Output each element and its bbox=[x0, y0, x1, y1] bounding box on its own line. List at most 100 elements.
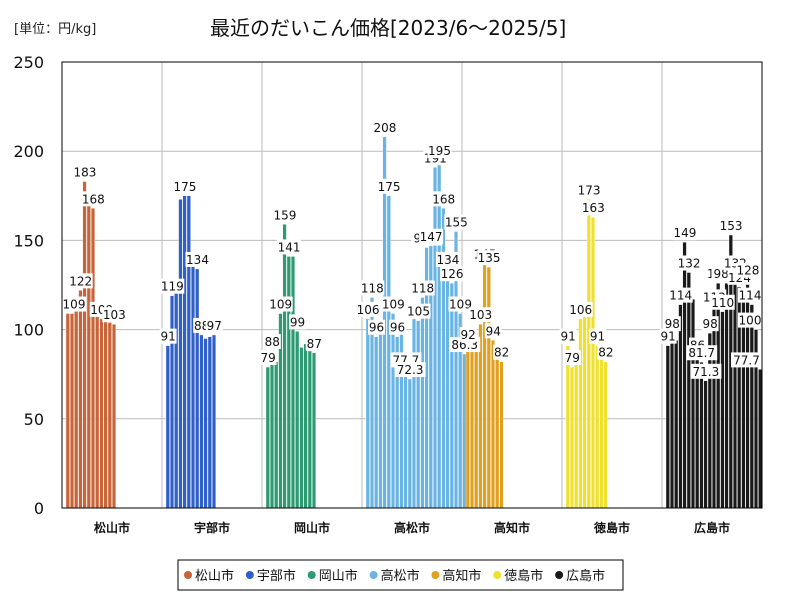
bar-宇部市-2 bbox=[174, 290, 179, 509]
data-label-bg bbox=[493, 344, 511, 360]
bar-高知市-2 bbox=[474, 340, 479, 509]
data-label-bg bbox=[377, 178, 402, 194]
data-label-bg bbox=[268, 296, 293, 312]
data-label: 114 bbox=[669, 289, 692, 303]
bar-岡山市-7 bbox=[295, 331, 300, 509]
data-label-bg bbox=[563, 350, 581, 366]
bar-岡山市-1 bbox=[270, 350, 274, 509]
data-label-bg bbox=[686, 345, 718, 361]
data-label-bg bbox=[102, 307, 127, 323]
data-label: 91 bbox=[590, 330, 605, 344]
data-label-bg bbox=[581, 200, 606, 216]
data-label: 91 bbox=[660, 330, 675, 344]
bar-松山市-7 bbox=[95, 313, 100, 509]
bar-高松市-2 bbox=[374, 336, 379, 509]
bar-高松市-16 bbox=[433, 167, 437, 509]
legend-entry: 高知市 bbox=[442, 568, 481, 584]
data-label-bg bbox=[701, 316, 719, 332]
bar-宇部市-7 bbox=[195, 268, 200, 509]
data-label: 96 bbox=[390, 321, 405, 335]
data-label: 98 bbox=[702, 317, 717, 331]
data-label: 96 bbox=[369, 321, 384, 335]
x-category-label: 宇部市 bbox=[194, 520, 230, 535]
data-label-bg bbox=[389, 319, 406, 335]
data-label-bg bbox=[659, 328, 677, 344]
data-label-bg bbox=[568, 301, 593, 317]
data-label: 168 bbox=[432, 192, 455, 206]
data-label: 163 bbox=[582, 201, 605, 215]
data-label-bg bbox=[663, 316, 681, 332]
bar-徳島市-4 bbox=[582, 313, 587, 509]
data-label: 103 bbox=[469, 308, 492, 322]
data-label-bg bbox=[735, 262, 760, 278]
data-label: 118 bbox=[411, 281, 434, 295]
bar-高松市-6 bbox=[391, 313, 395, 509]
bar-岡山市-6 bbox=[291, 256, 295, 509]
data-label: 141 bbox=[278, 240, 301, 254]
bar-高知市-7 bbox=[495, 356, 500, 509]
data-label-bg bbox=[440, 266, 465, 282]
data-label-bg bbox=[444, 214, 469, 230]
data-label: 134 bbox=[436, 253, 459, 267]
legend-marker bbox=[307, 571, 316, 579]
legend-marker bbox=[431, 571, 440, 579]
bar-松山市-0 bbox=[65, 313, 70, 509]
bar-広島市-6 bbox=[691, 299, 695, 509]
data-label: 94 bbox=[486, 324, 501, 338]
bar-宇部市-0 bbox=[165, 345, 170, 509]
data-label: 97 bbox=[207, 319, 222, 333]
data-label: 91 bbox=[160, 330, 175, 344]
bar-広島市-2 bbox=[674, 340, 679, 509]
bar-広島市-3 bbox=[678, 304, 683, 509]
data-label: 88 bbox=[194, 319, 209, 333]
bar-岡山市-8 bbox=[299, 347, 304, 509]
bar-徳島市-5 bbox=[586, 199, 591, 509]
data-label-bg bbox=[431, 191, 456, 207]
data-label: 126 bbox=[441, 267, 464, 281]
bar-宇部市-4 bbox=[182, 195, 187, 509]
bar-徳島市-9 bbox=[603, 361, 608, 509]
data-label-bg bbox=[468, 307, 493, 323]
data-label: 155 bbox=[445, 215, 468, 229]
plot-frame bbox=[61, 61, 763, 509]
data-label-bg bbox=[159, 328, 177, 344]
y-tick-label: 0 bbox=[34, 499, 44, 518]
data-label: 159 bbox=[273, 208, 296, 222]
data-label-bg bbox=[81, 191, 106, 207]
bar-徳島市-2 bbox=[574, 363, 579, 509]
data-label-bg bbox=[259, 350, 277, 366]
data-label: 71.3 bbox=[693, 365, 720, 379]
data-label-bg bbox=[690, 363, 722, 379]
data-label-bg bbox=[738, 312, 762, 328]
bar-松山市-10 bbox=[107, 322, 112, 509]
data-label: 79 bbox=[260, 351, 275, 365]
bar-徳島市-3 bbox=[578, 318, 583, 509]
bar-広島市-13 bbox=[720, 311, 725, 509]
bar-高知市-1 bbox=[470, 341, 474, 509]
bar-高知市-8 bbox=[499, 361, 504, 509]
legend-marker bbox=[184, 571, 192, 579]
bar-高松市-13 bbox=[420, 297, 425, 509]
data-label-bg bbox=[68, 273, 93, 289]
data-label: 135 bbox=[478, 251, 501, 265]
data-label: 132 bbox=[678, 257, 701, 271]
data-label: 168 bbox=[82, 192, 105, 206]
data-label-bg bbox=[559, 328, 577, 344]
bar-広島市-5 bbox=[686, 272, 691, 509]
data-label-bg bbox=[577, 182, 602, 198]
data-label-bg bbox=[484, 323, 502, 339]
data-label: 109 bbox=[63, 298, 86, 312]
data-label: 106 bbox=[569, 303, 592, 317]
data-label-bg bbox=[277, 239, 302, 255]
bar-松山市-4 bbox=[82, 181, 87, 509]
data-label-bg bbox=[263, 334, 281, 350]
y-tick-label: 200 bbox=[13, 142, 44, 161]
x-category-label: 高知市 bbox=[494, 520, 530, 535]
bar-宇部市-9 bbox=[203, 338, 208, 509]
data-label-bg bbox=[427, 143, 452, 159]
bar-岡山市-2 bbox=[274, 361, 279, 509]
data-label: 103 bbox=[103, 308, 126, 322]
bar-松山市-8 bbox=[99, 318, 104, 509]
data-label-bg bbox=[394, 362, 426, 378]
unit-label: [単位：円/kg] bbox=[14, 22, 97, 37]
